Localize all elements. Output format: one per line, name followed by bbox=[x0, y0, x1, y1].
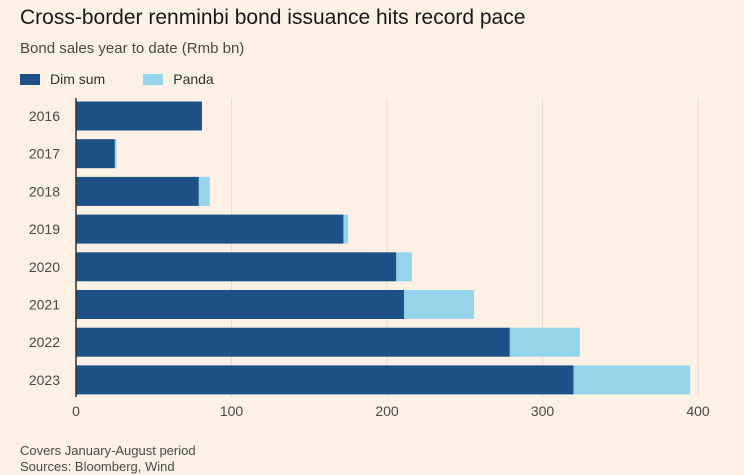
y-tick-label-2023: 2023 bbox=[29, 372, 60, 388]
bar-chart: 0 100 200 300 400 2016 2017 2018 2019 2020 2021 202… bbox=[29, 98, 710, 419]
y-tick-label-2018: 2018 bbox=[29, 183, 60, 199]
y-tick-label-2022: 2022 bbox=[29, 334, 60, 350]
bar-dim-sum-2022 bbox=[76, 327, 510, 357]
legend: Dim sum Panda bbox=[20, 71, 252, 87]
y-tick-label-2016: 2016 bbox=[29, 108, 60, 124]
x-tick-label-400: 400 bbox=[686, 403, 710, 419]
y-tick-label-2019: 2019 bbox=[29, 221, 60, 237]
bar-panda-2021 bbox=[404, 290, 475, 319]
x-tick-label-200: 200 bbox=[375, 403, 399, 419]
footnote-period: Covers January-August period bbox=[20, 443, 196, 458]
bar-dim-sum-2016 bbox=[76, 101, 202, 131]
chart-title: Cross-border renminbi bond issuance hits… bbox=[20, 6, 526, 29]
bar-dim-sum-2020 bbox=[76, 252, 397, 282]
legend-swatch-dim-sum bbox=[20, 73, 40, 85]
bar-dim-sum-2021 bbox=[76, 290, 405, 319]
legend-item-panda: Panda bbox=[143, 71, 214, 87]
bar-panda-2023 bbox=[573, 365, 691, 395]
legend-label-panda: Panda bbox=[173, 71, 214, 87]
chart-subtitle: Bond sales year to date (Rmb bn) bbox=[20, 40, 245, 57]
bar-panda-2022 bbox=[509, 327, 580, 357]
bar-panda-2020 bbox=[396, 252, 412, 282]
bar-dim-sum-2018 bbox=[76, 176, 199, 206]
bar-panda-2017 bbox=[114, 139, 117, 169]
bar-dim-sum-2019 bbox=[76, 214, 344, 244]
bar-dim-sum-2017 bbox=[76, 139, 115, 169]
x-tick-label-300: 300 bbox=[531, 403, 555, 419]
footnote-sources: Sources: Bloomberg, Wind bbox=[20, 459, 175, 474]
bar-dim-sum-2023 bbox=[76, 365, 574, 395]
bar-panda-2018 bbox=[198, 176, 210, 206]
y-tick-label-2020: 2020 bbox=[29, 259, 60, 275]
x-tick-label-100: 100 bbox=[220, 403, 244, 419]
legend-swatch-panda bbox=[143, 73, 164, 85]
legend-item-dim-sum: Dim sum bbox=[20, 71, 105, 87]
x-tick-label-0: 0 bbox=[72, 403, 80, 419]
legend-label-dim-sum: Dim sum bbox=[50, 71, 106, 87]
y-tick-label-2021: 2021 bbox=[29, 297, 60, 313]
bar-panda-2019 bbox=[343, 214, 349, 244]
y-tick-label-2017: 2017 bbox=[29, 146, 60, 162]
